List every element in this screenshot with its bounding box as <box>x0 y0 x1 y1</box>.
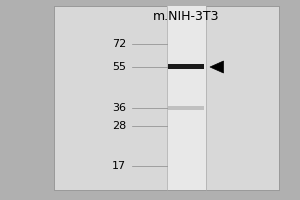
FancyBboxPatch shape <box>168 64 204 69</box>
FancyBboxPatch shape <box>167 6 206 190</box>
Text: m.NIH-3T3: m.NIH-3T3 <box>153 9 219 22</box>
Polygon shape <box>210 61 224 73</box>
FancyBboxPatch shape <box>168 106 204 110</box>
Text: 28: 28 <box>112 121 126 131</box>
Text: 36: 36 <box>112 103 126 113</box>
FancyBboxPatch shape <box>54 6 279 190</box>
Text: 17: 17 <box>112 161 126 171</box>
Text: 55: 55 <box>112 62 126 72</box>
Text: 72: 72 <box>112 39 126 49</box>
